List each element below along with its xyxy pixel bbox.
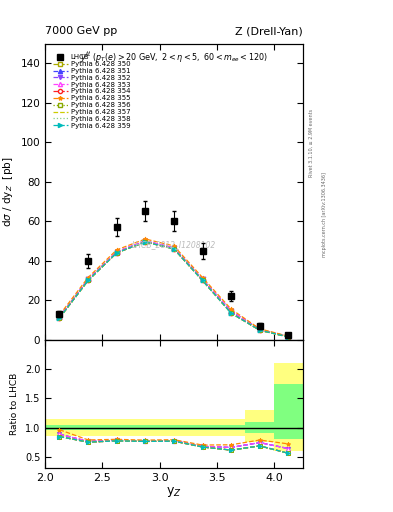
Text: LHCB_2012_I1208102: LHCB_2012_I1208102	[132, 241, 216, 249]
Legend: LHCB, Pythia 6.428 350, Pythia 6.428 351, Pythia 6.428 352, Pythia 6.428 353, Py: LHCB, Pythia 6.428 350, Pythia 6.428 351…	[51, 53, 132, 130]
Text: 7000 GeV pp: 7000 GeV pp	[45, 26, 118, 36]
Text: Rivet 3.1.10, ≥ 2.9M events: Rivet 3.1.10, ≥ 2.9M events	[309, 109, 314, 178]
Y-axis label: d$\sigma$ / dy$_Z$  [pb]: d$\sigma$ / dy$_Z$ [pb]	[1, 156, 15, 227]
Text: $y^{\ell\ell}$ ($p_T(e) > 20\ \mathrm{GeV},\ 2 < \eta < 5,\ 60 < m_{ee} < 120$): $y^{\ell\ell}$ ($p_T(e) > 20\ \mathrm{Ge…	[80, 51, 268, 66]
Text: Z (Drell-Yan): Z (Drell-Yan)	[235, 26, 303, 36]
Text: mcplots.cern.ch [arXiv:1306.3436]: mcplots.cern.ch [arXiv:1306.3436]	[322, 173, 327, 258]
X-axis label: y$_Z$: y$_Z$	[166, 485, 182, 499]
Y-axis label: Ratio to LHCB: Ratio to LHCB	[10, 373, 19, 435]
